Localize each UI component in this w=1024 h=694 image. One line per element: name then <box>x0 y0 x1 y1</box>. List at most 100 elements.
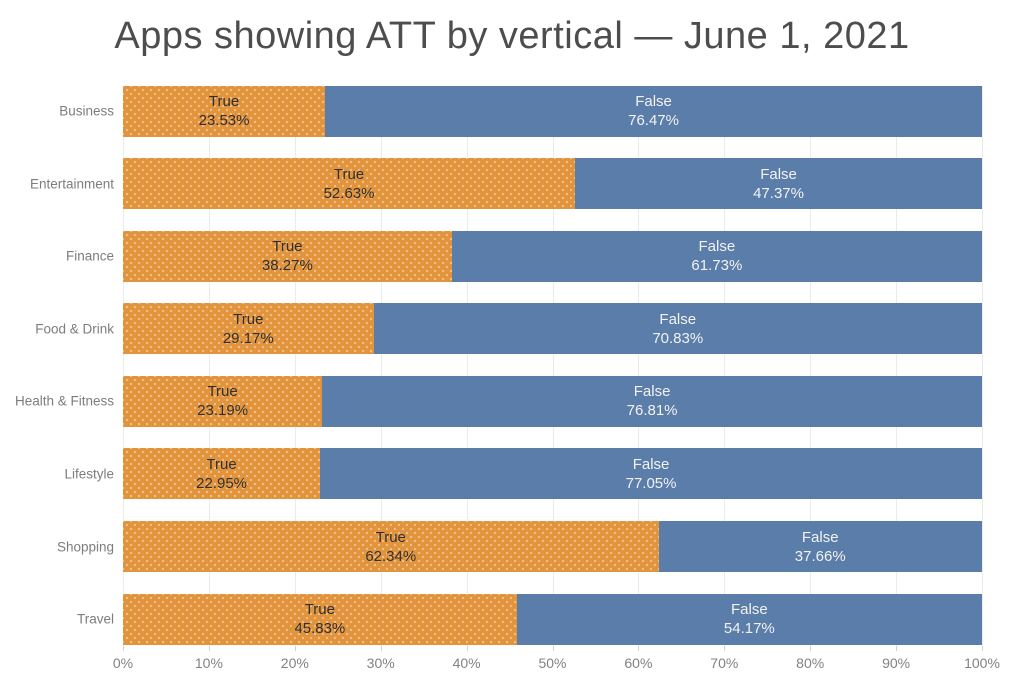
gridline-100% <box>982 85 983 646</box>
x-tick-80% <box>810 645 812 651</box>
segment-value-label: 38.27% <box>261 257 313 275</box>
x-tick-label-10%: 10% <box>194 654 223 671</box>
segment-series-label: True <box>233 310 264 328</box>
segment-value-label: 76.81% <box>626 402 678 420</box>
gridline-70% <box>724 85 726 646</box>
bar-row-shopping: Shopping True 62.34% False 37.66% <box>57 521 982 573</box>
x-tick-60% <box>638 645 640 651</box>
bar-segment-true-health-fitness[interactable]: True 23.19% <box>123 375 323 427</box>
segment-series-label: True <box>206 455 237 473</box>
bar-rows: Business True 23.53% False 76.47% Entertainme… <box>15 85 982 645</box>
segment-series-label: False <box>659 310 697 328</box>
segment-series-label: True <box>304 601 335 619</box>
segment-series-label: False <box>801 528 839 546</box>
category-label-finance: Finance <box>65 248 114 264</box>
segment-series-label: False <box>633 383 671 401</box>
bar-segment-true-travel[interactable]: True 45.83% <box>123 593 517 645</box>
plot-area: Business True 23.53% False 76.47% Entertainme… <box>15 85 983 646</box>
category-label-business: Business <box>59 103 114 119</box>
segment-value-label: 61.73% <box>691 257 743 275</box>
bar-segment-false-entertainment[interactable]: False 47.37% <box>575 158 982 210</box>
bar-segment-false-lifestyle[interactable]: False 77.05% <box>320 448 982 500</box>
segment-series-label: False <box>760 165 797 183</box>
x-tick-label-70%: 70% <box>710 654 739 671</box>
bar-segment-true-entertainment[interactable]: True 52.63% <box>123 158 576 210</box>
category-label-health-fitness: Health & Fitness <box>14 393 114 409</box>
gridline-30% <box>380 85 382 646</box>
bar-segment-true-finance[interactable]: True 38.27% <box>123 230 452 282</box>
category-label-shopping: Shopping <box>56 539 114 555</box>
segment-value-label: 29.17% <box>222 329 274 347</box>
gridline-20% <box>294 85 296 646</box>
x-tick-label-20%: 20% <box>280 654 309 671</box>
category-label-food-drink: Food & Drink <box>35 321 114 337</box>
segment-series-label: False <box>730 601 768 619</box>
x-tick-label-90%: 90% <box>882 654 911 671</box>
bar-segment-false-health-fitness[interactable]: False 76.81% <box>322 375 982 427</box>
segment-value-label: 52.63% <box>323 184 375 202</box>
category-label-entertainment: Entertainment <box>29 176 114 192</box>
bar-row-entertainment: Entertainment True 52.63% False 47.37% <box>30 158 982 210</box>
bar-segment-true-lifestyle[interactable]: True 22.95% <box>123 448 321 500</box>
segment-value-label: 76.47% <box>628 112 679 129</box>
bar-row-health-fitness: Health & Fitness True 23.19% False 76.81% <box>15 375 982 427</box>
segment-value-label: 23.19% <box>197 402 249 420</box>
segment-value-label: 62.34% <box>365 547 417 565</box>
x-tick-label-40%: 40% <box>452 654 481 671</box>
gridline-40% <box>466 85 468 646</box>
segment-series-label: True <box>208 93 240 110</box>
bar-segment-true-business[interactable]: True 23.53% <box>123 85 326 137</box>
x-tick-50% <box>552 645 554 651</box>
bar-row-finance: Finance True 38.27% False 61.73% <box>66 230 982 282</box>
x-tick-label-0%: 0% <box>112 654 134 671</box>
segment-value-label: 54.17% <box>723 620 775 638</box>
x-tick-label-30%: 30% <box>366 654 395 671</box>
bar-segment-true-food-drink[interactable]: True 29.17% <box>123 303 374 355</box>
gridline-50% <box>552 85 554 646</box>
gridline-0% <box>123 85 124 646</box>
x-tick-30% <box>380 645 382 651</box>
segment-series-label: True <box>207 383 238 401</box>
segment-value-label: 22.95% <box>196 474 247 492</box>
x-tick-label-60%: 60% <box>624 654 653 671</box>
x-tick-10% <box>208 645 210 651</box>
category-label-lifestyle: Lifestyle <box>64 466 114 482</box>
segment-value-label: 77.05% <box>625 474 677 492</box>
bar-row-food-drink: Food & Drink True 29.17% False 70.83% <box>35 303 982 355</box>
segment-series-label: False <box>632 455 670 473</box>
bar-segment-false-food-drink[interactable]: False 70.83% <box>373 303 982 355</box>
bar-segment-true-shopping[interactable]: True 62.34% <box>123 521 659 573</box>
segment-value-label: 70.83% <box>652 329 704 347</box>
bar-segment-false-business[interactable]: False 76.47% <box>325 85 982 137</box>
category-label-travel: Travel <box>76 611 114 627</box>
x-tick-label-100%: 100% <box>964 654 1000 671</box>
x-tick-70% <box>724 645 726 651</box>
x-tick-label-50%: 50% <box>538 654 567 671</box>
gridline-10% <box>208 85 210 646</box>
gridline-80% <box>810 85 812 646</box>
bar-row-lifestyle: Lifestyle True 22.95% False 77.05% <box>64 448 982 500</box>
gridlines <box>123 85 983 646</box>
segment-value-label: 47.37% <box>753 184 804 202</box>
segment-series-label: False <box>698 238 736 256</box>
x-tick-40% <box>466 645 468 651</box>
bar-row-travel: Travel True 45.83% False 54.17% <box>77 593 982 645</box>
bar-segment-false-travel[interactable]: False 54.17% <box>516 593 982 645</box>
segment-value-label: 23.53% <box>198 112 250 129</box>
segment-series-label: False <box>635 93 672 110</box>
x-tick-label-80%: 80% <box>796 654 825 671</box>
x-tick-90% <box>896 645 898 651</box>
x-tick-20% <box>294 645 296 651</box>
segment-value-label: 37.66% <box>794 547 846 565</box>
x-axis: 0% 10% 20% 30% 40% 50% 60% 70% 80% 90% 100% <box>113 645 1000 682</box>
chart-title: Apps showing ATT by vertical — June 1, 2… <box>114 15 910 57</box>
bar-segment-false-shopping[interactable]: False 37.66% <box>658 521 982 573</box>
x-tick-100% <box>982 645 983 651</box>
segment-series-label: True <box>272 238 303 256</box>
bar-row-business: Business True 23.53% False 76.47% <box>59 85 982 137</box>
gridline-60% <box>638 85 640 646</box>
segment-value-label: 45.83% <box>294 620 346 638</box>
x-tick-0% <box>123 645 124 651</box>
bar-segment-false-finance[interactable]: False 61.73% <box>451 230 982 282</box>
